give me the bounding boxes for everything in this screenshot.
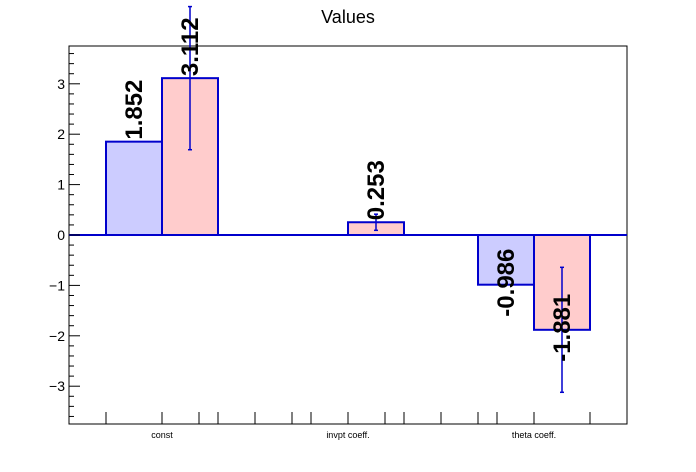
y-tick-label: −2	[49, 328, 65, 344]
y-tick-label: 3	[57, 76, 65, 92]
data-labels-layer: 1.852 -0.986 3.112 0.253 -1.881	[121, 17, 576, 361]
data-label: 3.112	[177, 17, 204, 76]
y-tick-label: 1	[57, 177, 65, 193]
data-label: 0.253	[363, 160, 390, 220]
x-tick-label: const	[151, 430, 173, 440]
y-tick-label: 2	[57, 126, 65, 142]
y-tick-label: 0	[57, 227, 65, 243]
x-tick-label: theta coeff.	[512, 430, 556, 440]
bar	[477, 234, 535, 286]
axes-layer: −3 −2 −1 0 1 2 3 const invpt coeff. theta coeff.	[49, 53, 627, 440]
chart-title: Values	[321, 7, 375, 27]
y-tick-label: −3	[49, 378, 65, 394]
data-label: 1.852	[121, 80, 148, 140]
data-label: -1.881	[549, 294, 576, 362]
x-tick-label: invpt coeff.	[326, 430, 369, 440]
errorbars-layer	[188, 5, 564, 394]
bar	[105, 140, 163, 236]
y-tick-label: −1	[49, 277, 65, 293]
data-label: -0.986	[493, 249, 520, 317]
